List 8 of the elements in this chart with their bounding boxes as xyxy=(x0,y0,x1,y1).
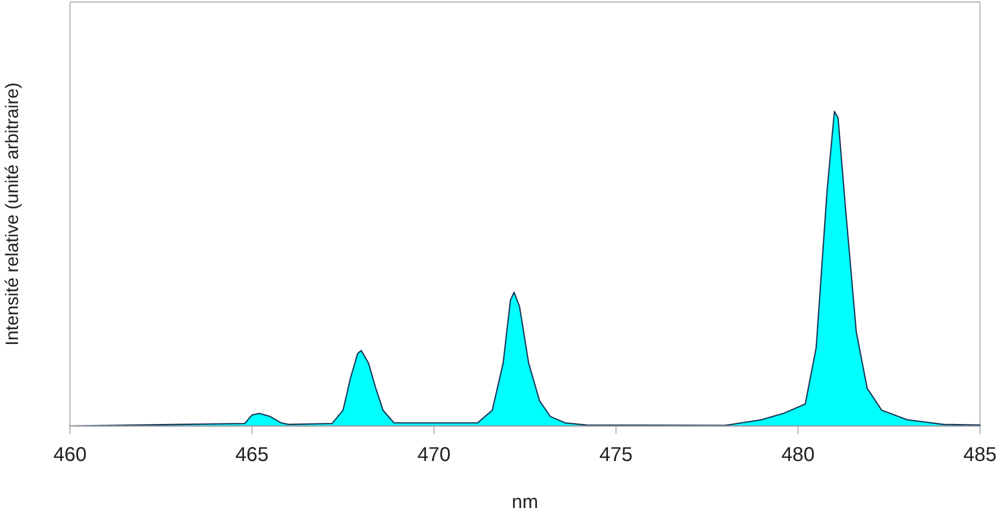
y-axis-title: Intensité relative (unité arbitraire) xyxy=(2,82,22,346)
x-tick-label: 485 xyxy=(963,444,997,466)
x-tick-label: 470 xyxy=(417,444,451,466)
x-tick-label: 460 xyxy=(53,444,87,466)
x-tick-label: 480 xyxy=(781,444,815,466)
x-axis-title: nm xyxy=(512,492,538,512)
x-tick-label: 465 xyxy=(235,444,269,466)
x-tick-label: 475 xyxy=(599,444,633,466)
